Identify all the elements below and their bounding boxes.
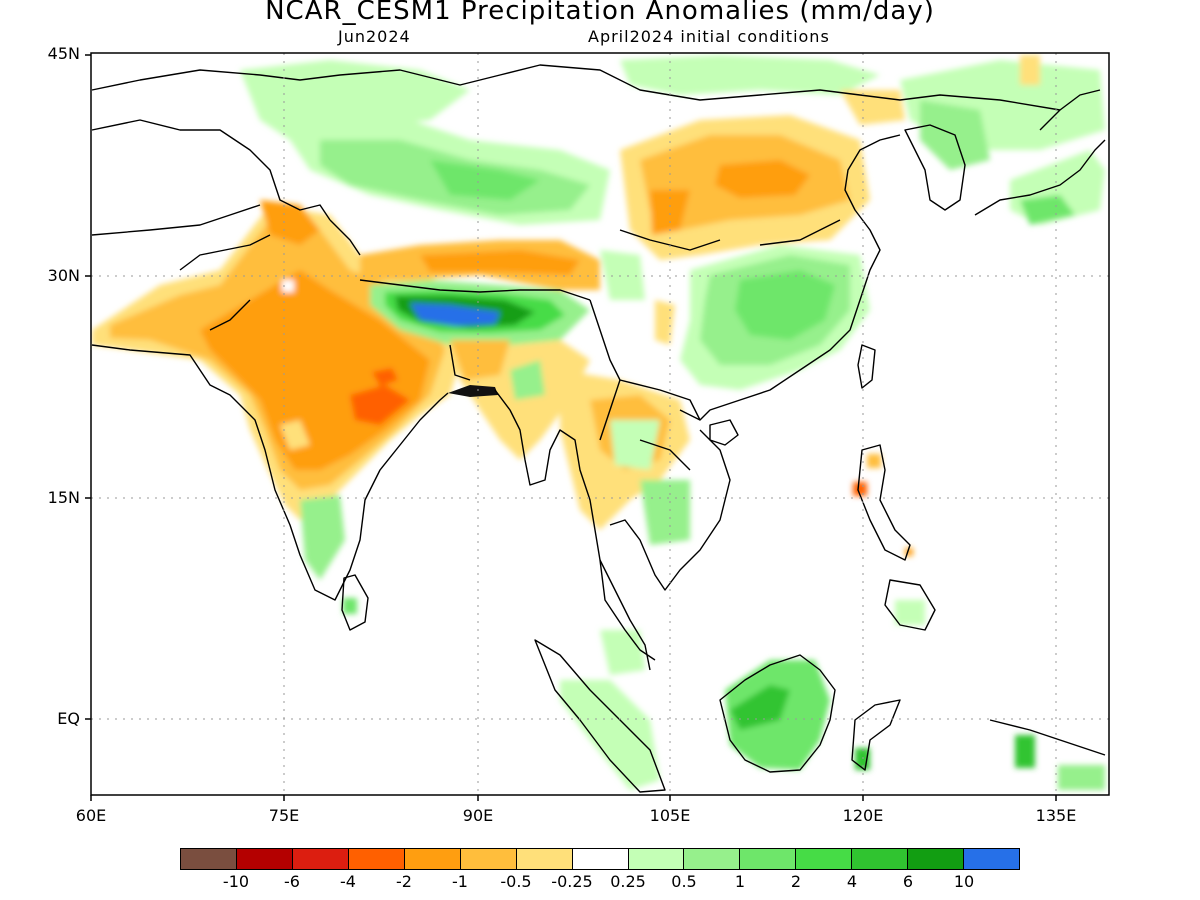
- lon-label-105e: 105E: [649, 806, 691, 825]
- colorbar-swatch: [292, 849, 349, 869]
- map-frame: [90, 52, 1110, 796]
- colorbar-label: 0.5: [671, 872, 697, 891]
- colorbar-swatch: [796, 849, 853, 869]
- colorbar-swatch: [852, 849, 909, 869]
- lon-label-90e: 90E: [462, 806, 494, 825]
- colorbar-label: -2: [396, 872, 412, 891]
- colorbar: [180, 848, 1020, 870]
- lon-label-75e: 75E: [268, 806, 300, 825]
- colorbar-swatch: [740, 849, 797, 869]
- colorbar-swatch: [516, 849, 573, 869]
- colorbar-label: 10: [953, 872, 975, 891]
- axis-ticks: [85, 54, 1057, 801]
- lon-label-120e: 120E: [842, 806, 884, 825]
- lat-label-eq: EQ: [57, 709, 80, 728]
- colorbar-label: -10: [222, 872, 250, 891]
- map-title: NCAR_CESM1 Precipitation Anomalies (mm/d…: [265, 0, 935, 26]
- colorbar-swatch: [236, 849, 293, 869]
- forecast-month: Jun2024: [338, 27, 411, 46]
- colorbar-label: -6: [284, 872, 300, 891]
- colorbar-swatch: [460, 849, 517, 869]
- lat-label-45n: 45N: [47, 44, 80, 63]
- colorbar-swatch: [628, 849, 685, 869]
- colorbar-label: -4: [340, 872, 356, 891]
- colorbar-swatch: [181, 849, 237, 869]
- colorbar-swatch: [404, 849, 461, 869]
- graticule: [91, 53, 1109, 795]
- colorbar-label: -0.5: [500, 872, 532, 891]
- colorbar-label: 2: [790, 872, 802, 891]
- colorbar-swatch: [348, 849, 405, 869]
- colorbar-label: 4: [846, 872, 858, 891]
- lon-label-135e: 135E: [1035, 806, 1077, 825]
- colorbar-swatch: [908, 849, 965, 869]
- lat-label-30n: 30N: [47, 266, 80, 285]
- colorbar-label: 0.25: [610, 872, 646, 891]
- colorbar-label: -0.25: [551, 872, 593, 891]
- colorbar-swatch: [684, 849, 741, 869]
- colorbar-swatch: [572, 849, 629, 869]
- colorbar-label: 1: [734, 872, 746, 891]
- lat-label-15n: 15N: [47, 488, 80, 507]
- coastlines-borders: [91, 64, 1106, 793]
- initial-conditions: April2024 initial conditions: [588, 27, 830, 46]
- lon-label-60e: 60E: [75, 806, 107, 825]
- anomaly-field: [92, 55, 1105, 790]
- colorbar-label: 6: [902, 872, 914, 891]
- colorbar-swatch: [964, 849, 1020, 869]
- colorbar-label: -1: [452, 872, 468, 891]
